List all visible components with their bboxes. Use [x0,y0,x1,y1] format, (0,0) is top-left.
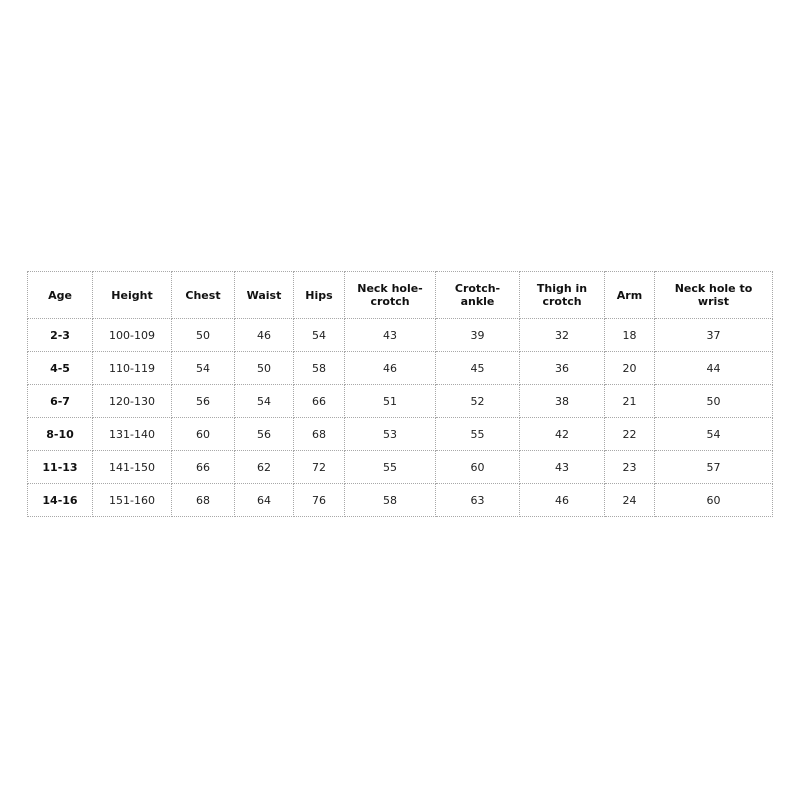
age-cell: 8-10 [27,417,93,451]
table-cell: 45 [435,351,520,385]
table-row: 2-3 100-109 50 46 54 43 39 32 18 37 [27,318,773,352]
column-header: Crotch-ankle [435,271,520,319]
table-cell: 20 [604,351,655,385]
table-cell: 53 [344,417,436,451]
table-cell: 54 [654,417,773,451]
column-header: Arm [604,271,655,319]
table-cell: 100-109 [92,318,172,352]
table-cell: 60 [435,450,520,484]
table-cell: 72 [293,450,345,484]
table-cell: 52 [435,384,520,418]
table-cell: 56 [234,417,294,451]
table-cell: 68 [293,417,345,451]
column-header: Neck hole-crotch [344,271,436,319]
table-row: 11-13 141-150 66 62 72 55 60 43 23 57 [27,450,773,484]
column-header: Waist [234,271,294,319]
age-cell: 14-16 [27,483,93,517]
table-cell: 58 [293,351,345,385]
table-cell: 60 [654,483,773,517]
table-cell: 76 [293,483,345,517]
column-header: Height [92,271,172,319]
size-chart-table: Age Height Chest Waist Hips Neck hole-crotch C… [27,271,773,517]
header-row: Age Height Chest Waist Hips Neck hole-crotch C… [27,271,773,319]
table-cell: 22 [604,417,655,451]
table-row: 14-16 151-160 68 64 76 58 63 46 24 60 [27,483,773,517]
age-cell: 6-7 [27,384,93,418]
table-cell: 43 [519,450,605,484]
table-cell: 55 [435,417,520,451]
column-header: Hips [293,271,345,319]
column-header: Neck hole to wrist [654,271,773,319]
table-cell: 56 [171,384,235,418]
table-cell: 23 [604,450,655,484]
table-cell: 64 [234,483,294,517]
table-cell: 151-160 [92,483,172,517]
table-cell: 55 [344,450,436,484]
table-cell: 120-130 [92,384,172,418]
table-cell: 131-140 [92,417,172,451]
table-cell: 63 [435,483,520,517]
table-cell: 46 [519,483,605,517]
table-cell: 43 [344,318,436,352]
age-cell: 2-3 [27,318,93,352]
table-cell: 37 [654,318,773,352]
table-cell: 21 [604,384,655,418]
table-cell: 18 [604,318,655,352]
table-cell: 38 [519,384,605,418]
column-header: Age [27,271,93,319]
table-cell: 50 [171,318,235,352]
table-cell: 141-150 [92,450,172,484]
table-cell: 54 [171,351,235,385]
table-cell: 39 [435,318,520,352]
table-row: 6-7 120-130 56 54 66 51 52 38 21 50 [27,384,773,418]
table-cell: 58 [344,483,436,517]
table-row: 4-5 110-119 54 50 58 46 45 36 20 44 [27,351,773,385]
table-cell: 54 [234,384,294,418]
table-cell: 68 [171,483,235,517]
table-cell: 62 [234,450,294,484]
age-cell: 11-13 [27,450,93,484]
table-cell: 46 [234,318,294,352]
table-cell: 24 [604,483,655,517]
table-row: 8-10 131-140 60 56 68 53 55 42 22 54 [27,417,773,451]
table-cell: 66 [171,450,235,484]
table-cell: 66 [293,384,345,418]
table-cell: 50 [654,384,773,418]
table-cell: 57 [654,450,773,484]
column-header: Chest [171,271,235,319]
table-cell: 36 [519,351,605,385]
table-cell: 110-119 [92,351,172,385]
table-cell: 32 [519,318,605,352]
table-cell: 50 [234,351,294,385]
age-cell: 4-5 [27,351,93,385]
table-cell: 46 [344,351,436,385]
table-cell: 42 [519,417,605,451]
table-cell: 54 [293,318,345,352]
table-cell: 60 [171,417,235,451]
table-cell: 51 [344,384,436,418]
column-header: Thigh in crotch [519,271,605,319]
table-cell: 44 [654,351,773,385]
